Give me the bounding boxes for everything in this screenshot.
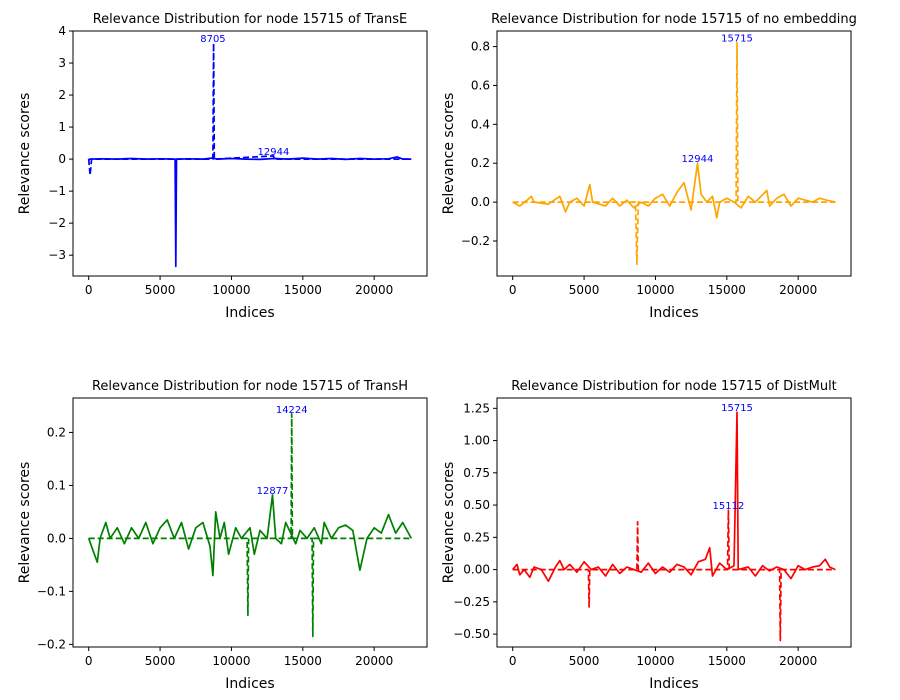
- plot-frame: [72, 30, 428, 277]
- x-tick-label: 15000: [708, 283, 746, 297]
- chart-title: Relevance Distribution for node 15715 of…: [93, 12, 408, 27]
- y-tick-label: 0.2: [471, 156, 490, 170]
- x-tick-label: 20000: [779, 654, 817, 668]
- x-tick-label: 10000: [636, 654, 674, 668]
- series-line-dashed: [512, 509, 836, 642]
- y-tick-label: 0.8: [471, 40, 490, 54]
- y-tick-label: 2: [58, 88, 66, 102]
- chart-panel-3: Relevance Distribution for node 15715 of…: [17, 379, 428, 692]
- peak-annotation: 15112: [713, 501, 745, 512]
- x-tick-label: 5000: [569, 283, 600, 297]
- plot-frame: [496, 30, 852, 277]
- x-axis-label: Indices: [225, 305, 274, 321]
- series-line-solid: [88, 156, 412, 268]
- y-axis-label: Relevance scores: [17, 462, 33, 584]
- y-tick-label: 0.0: [471, 195, 490, 209]
- y-tick-label: 0.75: [463, 466, 490, 480]
- y-tick-label: 0.0: [47, 531, 66, 545]
- y-tick-label: −0.2: [461, 234, 490, 248]
- series-line-solid: [512, 162, 836, 219]
- x-tick-label: 20000: [355, 283, 393, 297]
- y-tick-label: −3: [48, 248, 66, 262]
- x-tick-label: 10000: [212, 654, 250, 668]
- x-tick-label: 5000: [569, 654, 600, 668]
- series-line-dashed: [88, 413, 412, 638]
- x-tick-label: 0: [509, 654, 517, 668]
- y-axis-label: Relevance scores: [441, 462, 457, 584]
- peak-annotation: 14224: [276, 405, 308, 416]
- x-tick-label: 10000: [636, 283, 674, 297]
- peak-annotation: 12877: [257, 486, 289, 497]
- x-tick-label: 15000: [284, 283, 322, 297]
- plot-frame: [72, 397, 428, 648]
- y-tick-label: 1.25: [463, 401, 490, 415]
- x-tick-label: 0: [85, 654, 93, 668]
- x-tick-label: 10000: [212, 283, 250, 297]
- peak-annotation: 15715: [721, 403, 753, 414]
- y-tick-label: 0.6: [471, 78, 490, 92]
- y-tick-label: 4: [58, 24, 66, 38]
- y-tick-label: 0: [58, 152, 66, 166]
- x-axis-label: Indices: [649, 676, 698, 692]
- y-tick-label: 3: [58, 56, 66, 70]
- x-tick-label: 0: [509, 283, 517, 297]
- chart-title: Relevance Distribution for node 15715 of…: [92, 379, 408, 394]
- y-tick-label: −1: [48, 184, 66, 198]
- series-line-solid: [87, 494, 413, 577]
- chart-title: Relevance Distribution for node 15715 of…: [511, 379, 837, 394]
- series-line-dashed: [512, 41, 836, 266]
- series-line-dashed: [87, 42, 412, 176]
- y-tick-label: −0.1: [37, 584, 66, 598]
- x-tick-label: 5000: [145, 654, 176, 668]
- y-tick-label: 0.25: [463, 530, 490, 544]
- y-tick-label: 0.4: [471, 117, 490, 131]
- y-tick-label: 1.00: [463, 434, 490, 448]
- x-tick-label: 15000: [284, 654, 322, 668]
- plot-frame: [496, 397, 852, 648]
- y-tick-label: −0.2: [37, 637, 66, 651]
- series-line-solid: [512, 411, 836, 583]
- y-tick-label: 0.1: [47, 478, 66, 492]
- x-tick-label: 20000: [779, 283, 817, 297]
- y-tick-label: −0.50: [453, 627, 490, 641]
- chart-panel-4: Relevance Distribution for node 15715 of…: [441, 379, 852, 692]
- x-tick-label: 20000: [355, 654, 393, 668]
- y-axis-label: Relevance scores: [17, 93, 33, 215]
- peak-annotation: 12944: [258, 147, 290, 158]
- peak-annotation: 8705: [200, 34, 225, 45]
- chart-title: Relevance Distribution for node 15715 of…: [491, 12, 857, 27]
- x-tick-label: 5000: [145, 283, 176, 297]
- y-tick-label: 0.50: [463, 498, 490, 512]
- peak-annotation: 15715: [721, 34, 753, 45]
- y-tick-label: −0.25: [453, 595, 490, 609]
- chart-panel-2: Relevance Distribution for node 15715 of…: [441, 12, 857, 321]
- peak-annotation: 12944: [682, 154, 714, 165]
- x-axis-label: Indices: [649, 305, 698, 321]
- y-axis-label: Relevance scores: [441, 93, 457, 215]
- y-tick-label: 0.00: [463, 563, 490, 577]
- x-axis-label: Indices: [225, 676, 274, 692]
- chart-panel-1: Relevance Distribution for node 15715 of…: [17, 12, 428, 321]
- y-tick-label: −2: [48, 216, 66, 230]
- x-tick-label: 0: [85, 283, 93, 297]
- y-tick-label: 1: [58, 120, 66, 134]
- x-tick-label: 15000: [708, 654, 746, 668]
- y-tick-label: 0.2: [47, 425, 66, 439]
